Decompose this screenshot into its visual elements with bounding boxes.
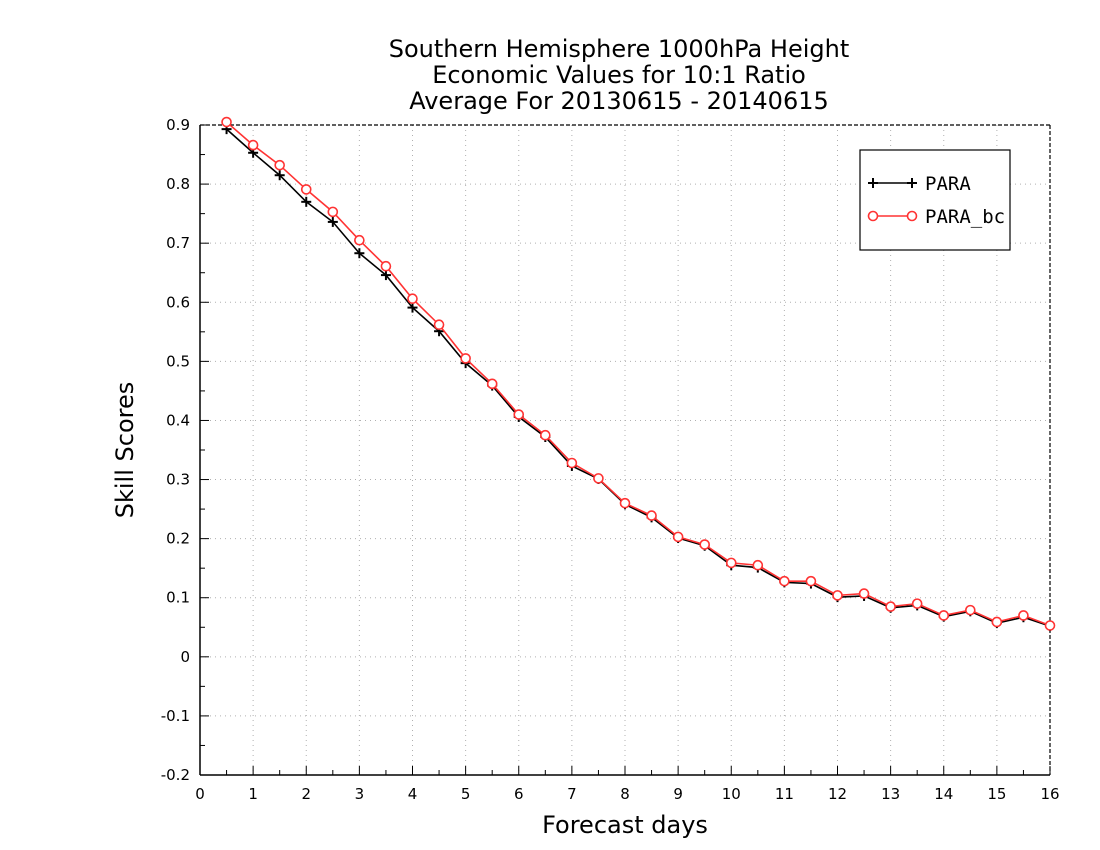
data-point (247, 139, 259, 151)
data-point (1018, 610, 1029, 621)
data-point (672, 531, 684, 543)
data-point (619, 497, 631, 509)
gridlines (200, 125, 1050, 775)
y-axis-label: Skill Scores (111, 382, 139, 519)
data-point (911, 598, 923, 609)
y-tick-label: -0.2 (161, 766, 190, 784)
x-tick-label: 1 (248, 785, 258, 803)
data-point (885, 601, 896, 612)
legend-marker (867, 210, 879, 222)
legend-marker (907, 178, 917, 188)
x-tick-label: 8 (620, 785, 630, 803)
x-tick-label: 14 (934, 785, 953, 803)
x-tick-label: 13 (881, 785, 900, 803)
data-point (486, 378, 498, 390)
x-tick-label: 9 (673, 785, 683, 803)
x-tick-label: 0 (195, 785, 205, 803)
data-point (540, 429, 551, 441)
y-tick-label: -0.1 (161, 707, 190, 725)
x-tick-label: 10 (722, 785, 741, 803)
x-tick-label: 15 (987, 785, 1006, 803)
data-point (513, 409, 525, 420)
x-tick-label: 2 (301, 785, 311, 803)
data-point (805, 575, 817, 587)
data-point (327, 216, 338, 227)
legend-marker (868, 178, 878, 188)
x-tick-label: 6 (514, 785, 524, 803)
data-point (300, 184, 312, 195)
chart-title: Southern Hemisphere 1000hPa HeightEconom… (389, 35, 849, 115)
axes: 0 1 2 3 4 5 6 7 8 9 10 11 12 13 14 15 16-0.2-0.100.10.20… (161, 116, 1060, 803)
legend: PARA PARA_bc (859, 149, 1011, 251)
title-line-1: Economic Values for 10:1 Ratio (432, 61, 806, 89)
legend-entry: PARA_bc (867, 206, 1005, 228)
data-point (274, 170, 285, 181)
data-point (699, 539, 710, 550)
legend-label: PARA_bc (925, 206, 1005, 228)
legend-label: PARA (925, 173, 971, 195)
data-point (407, 302, 418, 313)
series-layer (221, 116, 1056, 632)
x-tick-label: 3 (355, 785, 365, 803)
data-point (938, 610, 950, 621)
data-point (327, 206, 339, 218)
data-point (354, 234, 365, 246)
title-line-2: Average For 20130615 - 20140615 (409, 87, 829, 115)
data-point (593, 473, 604, 484)
legend-marker (906, 210, 918, 222)
y-tick-label: 0.7 (166, 234, 190, 252)
data-point (433, 319, 445, 331)
data-point (779, 575, 790, 587)
data-point (566, 457, 578, 469)
data-point (991, 616, 1003, 628)
legend-box (859, 149, 1011, 251)
data-point (965, 604, 976, 616)
data-point (1044, 620, 1056, 631)
data-point (380, 270, 391, 281)
y-tick-label: 0 (180, 648, 190, 666)
data-point (274, 159, 285, 171)
x-tick-label: 5 (461, 785, 471, 803)
y-tick-label: 0.3 (166, 471, 190, 489)
x-tick-label: 11 (775, 785, 794, 803)
x-axis-label: Forecast days (542, 811, 708, 839)
x-tick-label: 12 (828, 785, 847, 803)
legend-entry: PARA (868, 173, 971, 195)
title-line-0: Southern Hemisphere 1000hPa Height (389, 35, 849, 63)
data-point (460, 353, 471, 364)
y-tick-label: 0.4 (166, 411, 190, 429)
data-point (221, 116, 232, 128)
data-point (832, 590, 843, 601)
data-point (646, 510, 657, 521)
data-point (725, 557, 737, 569)
y-tick-label: 0.2 (166, 530, 190, 548)
x-tick-label: 4 (408, 785, 418, 803)
y-tick-label: 0.1 (166, 589, 190, 607)
y-tick-label: 0.5 (166, 352, 190, 370)
y-tick-label: 0.9 (166, 116, 190, 134)
data-point (354, 248, 365, 259)
data-point (380, 260, 392, 272)
data-point (752, 559, 764, 571)
series-para-bc (221, 116, 1056, 631)
data-point (858, 588, 870, 599)
y-tick-label: 0.8 (166, 175, 190, 193)
y-tick-label: 0.6 (166, 293, 190, 311)
data-point (301, 196, 312, 207)
data-point (407, 293, 418, 305)
x-tick-label: 7 (567, 785, 577, 803)
x-tick-label: 16 (1040, 785, 1059, 803)
